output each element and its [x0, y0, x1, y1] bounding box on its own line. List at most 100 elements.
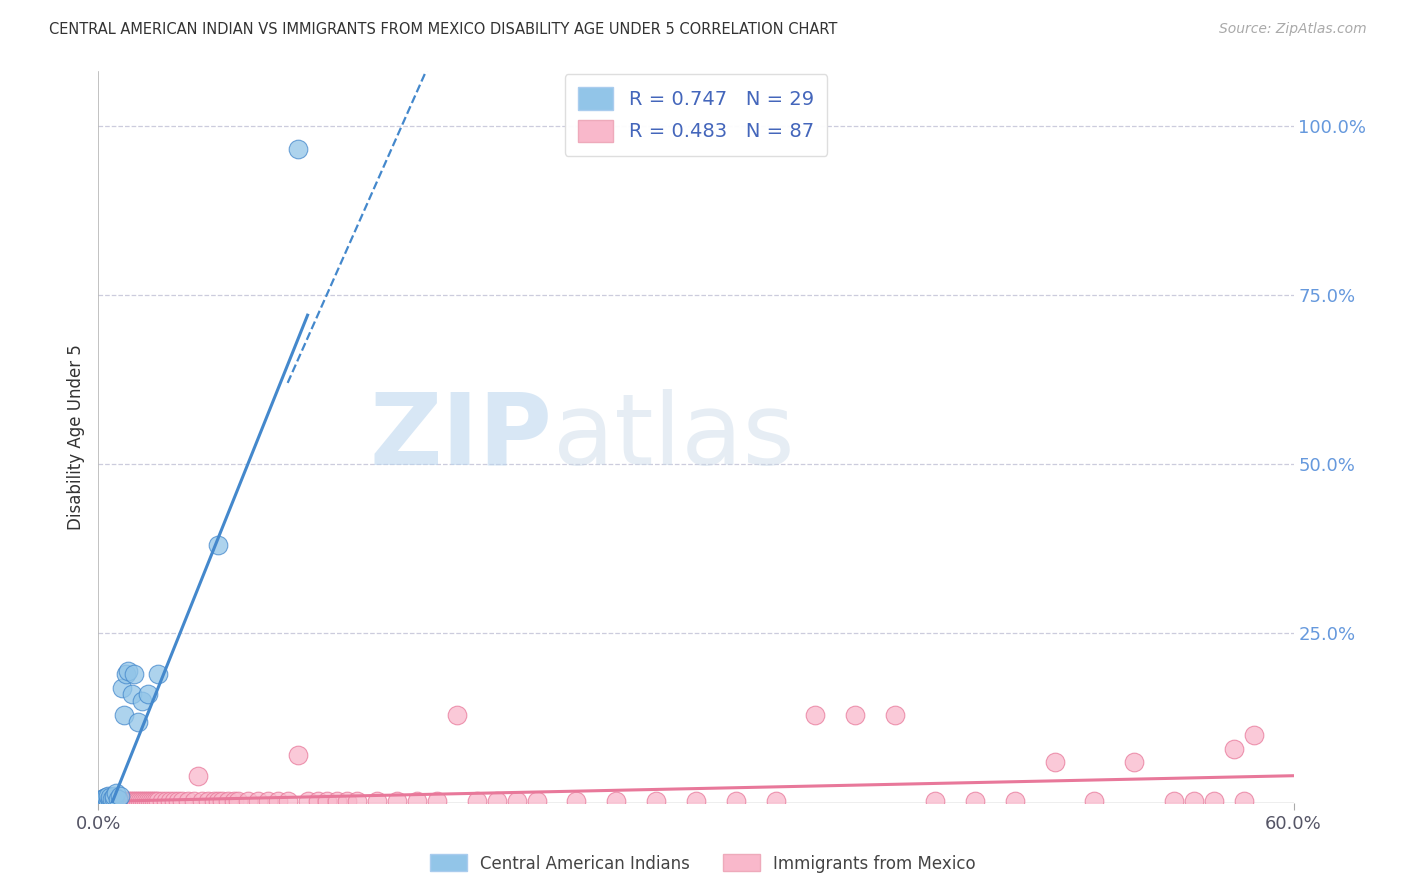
Point — [236, 794, 259, 808]
Point — [207, 538, 229, 552]
Point — [98, 790, 122, 805]
Point — [297, 794, 319, 808]
Y-axis label: Disability Age Under 5: Disability Age Under 5 — [66, 344, 84, 530]
Point — [97, 794, 120, 808]
Point — [804, 707, 827, 722]
Point — [385, 794, 409, 808]
Point — [148, 667, 170, 681]
Point — [98, 793, 122, 807]
Point — [287, 142, 309, 156]
Text: atlas: atlas — [553, 389, 794, 485]
Point — [963, 794, 986, 808]
Legend: Central American Indians, Immigrants from Mexico: Central American Indians, Immigrants fro… — [423, 847, 983, 880]
Legend: R = 0.747   N = 29, R = 0.483   N = 87: R = 0.747 N = 29, R = 0.483 N = 87 — [565, 74, 827, 155]
Point — [107, 794, 129, 808]
Point — [89, 794, 111, 808]
Point — [326, 794, 349, 808]
Point — [121, 688, 143, 702]
Point — [112, 794, 135, 808]
Point — [526, 794, 548, 808]
Point — [98, 794, 122, 808]
Point — [145, 794, 167, 808]
Point — [129, 794, 152, 808]
Point — [1083, 794, 1105, 808]
Point — [167, 794, 190, 808]
Point — [267, 794, 290, 808]
Point — [163, 794, 186, 808]
Point — [366, 794, 388, 808]
Point — [217, 794, 239, 808]
Point — [91, 794, 114, 808]
Point — [105, 794, 128, 808]
Point — [115, 667, 138, 681]
Point — [117, 664, 139, 678]
Point — [159, 794, 181, 808]
Point — [120, 794, 142, 808]
Point — [207, 794, 229, 808]
Point — [565, 794, 588, 808]
Point — [222, 794, 245, 808]
Point — [316, 794, 339, 808]
Point — [148, 794, 170, 808]
Point — [111, 794, 134, 808]
Point — [112, 707, 135, 722]
Point — [139, 794, 162, 808]
Point — [1223, 741, 1246, 756]
Point — [1004, 794, 1026, 808]
Point — [150, 794, 173, 808]
Point — [506, 794, 529, 808]
Point — [426, 794, 449, 808]
Point — [96, 790, 118, 805]
Point — [124, 667, 146, 681]
Point — [107, 792, 129, 806]
Point — [1163, 794, 1185, 808]
Point — [202, 794, 225, 808]
Point — [131, 694, 153, 708]
Point — [93, 794, 115, 808]
Point — [1202, 794, 1225, 808]
Point — [124, 794, 146, 808]
Point — [96, 793, 118, 807]
Point — [1243, 728, 1265, 742]
Point — [884, 707, 907, 722]
Point — [103, 789, 125, 803]
Point — [1233, 794, 1256, 808]
Point — [136, 794, 159, 808]
Point — [177, 794, 200, 808]
Point — [446, 707, 468, 722]
Point — [1043, 755, 1066, 769]
Point — [924, 794, 946, 808]
Point — [485, 794, 508, 808]
Point — [346, 794, 368, 808]
Point — [91, 794, 114, 808]
Point — [93, 794, 115, 808]
Point — [103, 792, 125, 806]
Point — [97, 794, 120, 808]
Point — [143, 794, 166, 808]
Point — [605, 794, 627, 808]
Point — [136, 688, 159, 702]
Point — [1123, 755, 1146, 769]
Point — [277, 794, 299, 808]
Point — [134, 794, 156, 808]
Point — [183, 794, 205, 808]
Point — [93, 791, 115, 805]
Point — [226, 794, 249, 808]
Point — [127, 714, 149, 729]
Point — [287, 748, 309, 763]
Point — [307, 794, 329, 808]
Point — [246, 794, 269, 808]
Point — [187, 769, 209, 783]
Point — [211, 794, 233, 808]
Point — [141, 794, 163, 808]
Point — [1182, 794, 1205, 808]
Point — [101, 794, 124, 808]
Point — [197, 794, 219, 808]
Point — [135, 794, 157, 808]
Text: CENTRAL AMERICAN INDIAN VS IMMIGRANTS FROM MEXICO DISABILITY AGE UNDER 5 CORRELA: CENTRAL AMERICAN INDIAN VS IMMIGRANTS FR… — [49, 22, 838, 37]
Point — [256, 794, 278, 808]
Point — [172, 794, 194, 808]
Point — [89, 794, 111, 808]
Point — [155, 794, 177, 808]
Point — [765, 794, 787, 808]
